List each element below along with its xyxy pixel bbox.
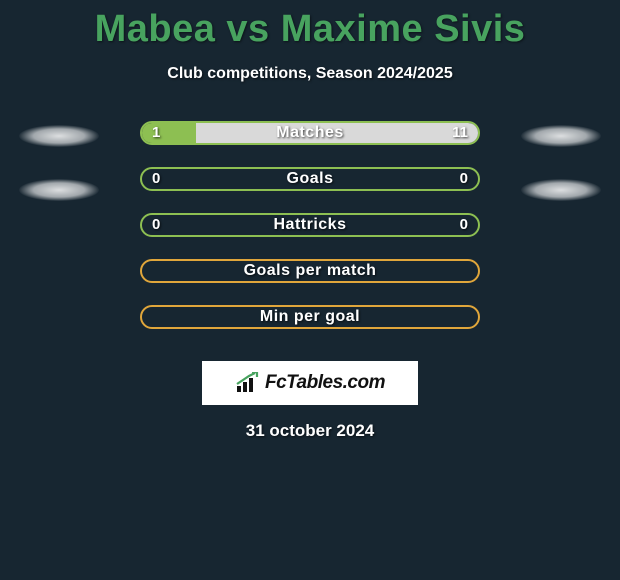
player-shadow-left [19, 179, 99, 201]
stat-row: 00Goals [0, 165, 620, 211]
logo-chart-icon [235, 372, 261, 394]
logo: FcTables.com [235, 372, 385, 394]
subtitle: Club competitions, Season 2024/2025 [0, 65, 620, 83]
stat-rows: 111Matches 00Goals 00Hattricks Goals per ma… [0, 119, 620, 349]
stat-bar: Goals per match [140, 259, 480, 283]
stat-row: Min per goal [0, 303, 620, 349]
page-title: Mabea vs Maxime Sivis [0, 0, 620, 51]
stat-row: 00Hattricks [0, 211, 620, 257]
stat-label: Min per goal [142, 307, 478, 327]
player-shadow-right [521, 125, 601, 147]
stat-label: Goals [142, 169, 478, 189]
player-shadow-left [19, 125, 99, 147]
stat-bar: Min per goal [140, 305, 480, 329]
logo-box: FcTables.com [202, 361, 418, 405]
stat-bar: 00Goals [140, 167, 480, 191]
stat-row: 111Matches [0, 119, 620, 165]
stat-bar: 111Matches [140, 121, 480, 145]
stat-bar: 00Hattricks [140, 213, 480, 237]
stat-label: Matches [142, 123, 478, 143]
logo-text: FcTables.com [265, 372, 385, 394]
stat-label: Goals per match [142, 261, 478, 281]
player-shadow-right [521, 179, 601, 201]
stat-row: Goals per match [0, 257, 620, 303]
date: 31 october 2024 [0, 421, 620, 441]
stat-label: Hattricks [142, 215, 478, 235]
